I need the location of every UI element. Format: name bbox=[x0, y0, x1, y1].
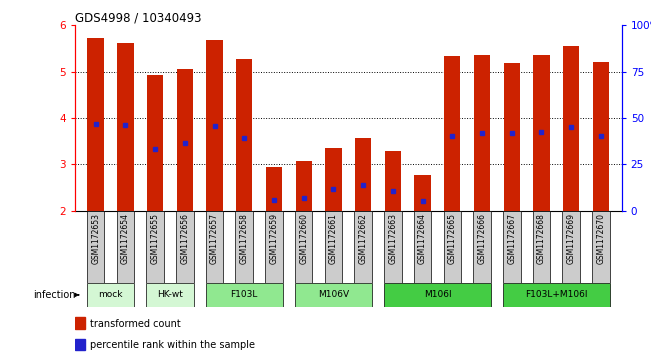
Bar bbox=[562, 211, 580, 283]
Bar bbox=[443, 211, 461, 283]
Bar bbox=[504, 64, 520, 211]
Text: GSM1172654: GSM1172654 bbox=[121, 213, 130, 264]
Text: GSM1172663: GSM1172663 bbox=[389, 213, 397, 264]
Bar bbox=[444, 56, 460, 211]
Bar bbox=[75, 317, 85, 329]
Bar bbox=[592, 211, 610, 283]
Text: GSM1172659: GSM1172659 bbox=[270, 213, 279, 264]
Bar bbox=[266, 167, 282, 211]
Bar bbox=[236, 59, 253, 211]
Text: GSM1172665: GSM1172665 bbox=[448, 213, 457, 264]
Text: GSM1172656: GSM1172656 bbox=[180, 213, 189, 264]
Bar bbox=[415, 175, 431, 211]
Bar bbox=[385, 151, 401, 211]
Bar bbox=[117, 211, 134, 283]
Bar bbox=[147, 75, 163, 211]
Text: GSM1172662: GSM1172662 bbox=[359, 213, 368, 264]
Bar bbox=[206, 40, 223, 211]
Text: GSM1172661: GSM1172661 bbox=[329, 213, 338, 264]
Bar bbox=[87, 283, 134, 307]
Bar bbox=[355, 138, 371, 211]
Text: infection: infection bbox=[33, 290, 76, 300]
Bar bbox=[146, 211, 164, 283]
Bar bbox=[325, 211, 342, 283]
Text: GSM1172666: GSM1172666 bbox=[478, 213, 486, 264]
Bar bbox=[206, 283, 283, 307]
Bar bbox=[236, 211, 253, 283]
Text: GSM1172658: GSM1172658 bbox=[240, 213, 249, 264]
Text: M106V: M106V bbox=[318, 290, 349, 299]
Text: GSM1172664: GSM1172664 bbox=[418, 213, 427, 264]
Bar bbox=[354, 211, 372, 283]
Bar bbox=[296, 160, 312, 211]
Text: F103L: F103L bbox=[230, 290, 258, 299]
Bar bbox=[265, 211, 283, 283]
Text: GSM1172653: GSM1172653 bbox=[91, 213, 100, 264]
Bar bbox=[384, 211, 402, 283]
Text: GSM1172670: GSM1172670 bbox=[596, 213, 605, 264]
Text: transformed count: transformed count bbox=[90, 319, 181, 329]
Bar bbox=[533, 211, 550, 283]
Bar bbox=[87, 211, 104, 283]
Text: M106I: M106I bbox=[424, 290, 451, 299]
Text: GDS4998 / 10340493: GDS4998 / 10340493 bbox=[75, 11, 201, 24]
Bar bbox=[503, 283, 610, 307]
Text: GSM1172655: GSM1172655 bbox=[150, 213, 159, 264]
Text: GSM1172660: GSM1172660 bbox=[299, 213, 308, 264]
Bar bbox=[503, 211, 521, 283]
Bar bbox=[384, 283, 491, 307]
Text: GSM1172669: GSM1172669 bbox=[566, 213, 575, 264]
Text: percentile rank within the sample: percentile rank within the sample bbox=[90, 340, 255, 350]
Text: mock: mock bbox=[98, 290, 123, 299]
Bar bbox=[474, 56, 490, 211]
Text: GSM1172667: GSM1172667 bbox=[507, 213, 516, 264]
Bar bbox=[563, 46, 579, 211]
Text: HK-wt: HK-wt bbox=[157, 290, 183, 299]
Bar bbox=[592, 61, 609, 211]
Bar bbox=[326, 148, 342, 211]
Bar bbox=[533, 54, 549, 211]
Bar bbox=[176, 69, 193, 211]
Bar bbox=[87, 38, 104, 211]
Text: GSM1172657: GSM1172657 bbox=[210, 213, 219, 264]
Bar bbox=[295, 283, 372, 307]
Bar bbox=[414, 211, 432, 283]
Bar bbox=[176, 211, 193, 283]
Text: GSM1172668: GSM1172668 bbox=[537, 213, 546, 264]
Bar bbox=[146, 283, 193, 307]
Bar bbox=[473, 211, 491, 283]
Bar bbox=[295, 211, 312, 283]
Bar bbox=[75, 339, 85, 351]
Bar bbox=[206, 211, 223, 283]
Text: F103L+M106I: F103L+M106I bbox=[525, 290, 588, 299]
Bar bbox=[117, 43, 133, 211]
